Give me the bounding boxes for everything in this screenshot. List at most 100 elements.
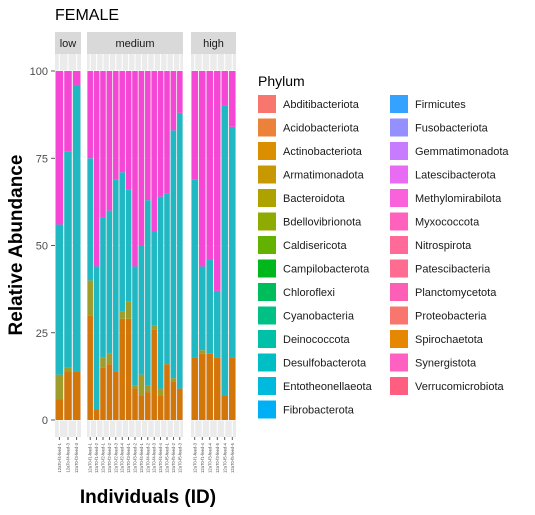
bar-segment-proteobacteria (138, 71, 145, 246)
bar-segment-firmicutes (145, 200, 151, 386)
legend-key (390, 165, 408, 184)
legend-item: Cyanobacteria (258, 306, 355, 325)
stacked-bar (229, 71, 236, 420)
x-tick-label: 12aT0-f1-feed-4 (200, 442, 205, 473)
stacked-bar (64, 71, 72, 420)
legend-key (390, 330, 408, 348)
bar-segment-bacteroidota (145, 385, 151, 393)
x-tick-label: 12aT0-f2-feed-2 (107, 442, 112, 473)
legend-key (390, 353, 408, 372)
bar-segment-bacteroidota (132, 385, 138, 389)
legend-key (258, 118, 276, 137)
legend: Abditibacteriota Acidobacteriota Actinobac… (258, 95, 509, 419)
legend-label: Abditibacteriota (283, 99, 360, 111)
legend-title: Phylum (258, 73, 305, 89)
legend-item: Firmicutes (390, 95, 466, 113)
legend-item: Gemmatimonadota (390, 142, 509, 160)
legend-item: Bacteroidota (258, 189, 346, 207)
legend-item: Desulfobacterota (258, 353, 367, 372)
stacked-bar (87, 71, 93, 420)
stacked-bar (93, 71, 100, 420)
legend-key (258, 283, 276, 301)
x-tick-label: 12aT0-f2-feed-3 (113, 442, 118, 473)
bar-segment-actinobacteriota (93, 409, 100, 420)
bar-segment-actinobacteriota (64, 371, 72, 420)
bar-segment-actinobacteriota (106, 364, 113, 420)
x-tick-label: 12aT0-f4-feed-3 (152, 442, 157, 473)
legend-item: Acidobacteriota (258, 118, 360, 137)
bar-segment-actinobacteriota (138, 395, 145, 420)
x-tick-label: 12aT0-f5-feed-2 (171, 442, 176, 473)
bar-segment-proteobacteria (125, 71, 132, 190)
bar-segment-actinobacteriota (72, 371, 81, 420)
legend-item: Bdellovibrionota (258, 212, 362, 231)
bar-segment-proteobacteria (221, 71, 228, 106)
bar-segment-proteobacteria (214, 71, 221, 291)
stacked-bar (177, 71, 183, 420)
stacked-bar (206, 71, 213, 420)
bar-segment-firmicutes (214, 290, 221, 358)
legend-label: Bdellovibrionota (283, 217, 362, 229)
y-tick-label: 75 (36, 153, 48, 165)
legend-item: Proteobacteria (390, 306, 487, 325)
bar-segment-firmicutes (229, 126, 236, 358)
y-tick-label: 0 (42, 415, 48, 427)
bar-segment-firmicutes (93, 266, 100, 410)
bar-segment-firmicutes (113, 179, 119, 372)
bar-segment-firmicutes (64, 151, 72, 368)
legend-item: Verrucomicrobiota (390, 377, 505, 395)
facet-strip-label: medium (115, 38, 154, 50)
x-tick-label: 12aT0-f3-feed-4 (207, 442, 212, 473)
legend-label: Armatimonadota (283, 170, 365, 182)
x-tick-label: 12aT0-f1-feed-1 (88, 442, 93, 473)
x-tick-label: 12aT0-f3-feed-5 (215, 442, 220, 473)
legend-key (390, 95, 408, 113)
legend-label: Desulfobacterota (283, 358, 367, 370)
bar-segment-firmicutes (72, 84, 81, 372)
stacked-bar (145, 71, 151, 420)
stacked-bar (151, 71, 157, 420)
legend-key (258, 377, 276, 395)
legend-item: Abditibacteriota (258, 95, 360, 113)
facet-strip-label: high (203, 38, 224, 50)
stacked-bar (199, 71, 206, 420)
bar-segment-firmicutes (100, 217, 106, 358)
legend-label: Deinococcota (283, 334, 351, 346)
legend-key (258, 189, 276, 207)
legend-key (258, 212, 276, 231)
bar-segment-actinobacteriota (145, 392, 151, 420)
bar-segment-proteobacteria (64, 71, 72, 152)
stacked-bar (138, 71, 145, 420)
stacked-bar (113, 71, 119, 420)
x-tick-label: 12aT0-f4-feed-2 (145, 442, 150, 473)
bar-segment-bacteroidota (106, 353, 113, 365)
legend-key (390, 259, 408, 278)
x-tick-label: 12aT0-f5-feed-5 (230, 442, 235, 473)
bar-segment-actinobacteriota (132, 388, 138, 420)
legend-item: Synergistota (390, 353, 477, 372)
legend-item: Latescibacterota (390, 165, 497, 184)
legend-key (390, 377, 408, 395)
x-tick-label: 12aT0-f3-feed-2 (133, 442, 138, 473)
bar-segment-firmicutes (199, 266, 206, 351)
legend-label: Chloroflexi (283, 287, 335, 299)
bar-segment-firmicutes (125, 189, 132, 302)
legend-key (258, 236, 276, 254)
bar-segment-firmicutes (206, 259, 213, 354)
legend-key (258, 353, 276, 372)
legend-item: Methylomirabilota (390, 189, 502, 207)
bar-segment-bacteroidota (170, 378, 177, 382)
bar-segment-actinobacteriota (170, 381, 177, 420)
legend-label: Cyanobacteria (283, 311, 355, 323)
facet-panel-low: low 12aTo-f4-feed-1 12aTo-f4-feed-3 12aT0-f… (55, 32, 81, 473)
bar-segment-bacteroidota (151, 325, 157, 330)
bar-segment-bacteroidota (55, 374, 64, 400)
stacked-bar (119, 71, 125, 420)
legend-label: Spirochaetota (415, 334, 484, 346)
legend-item: Entotheonellaeota (258, 377, 373, 395)
bar-segment-proteobacteria (93, 71, 100, 267)
legend-label: Fusobacteriota (415, 123, 489, 135)
legend-item: Fibrobacterota (258, 400, 355, 419)
